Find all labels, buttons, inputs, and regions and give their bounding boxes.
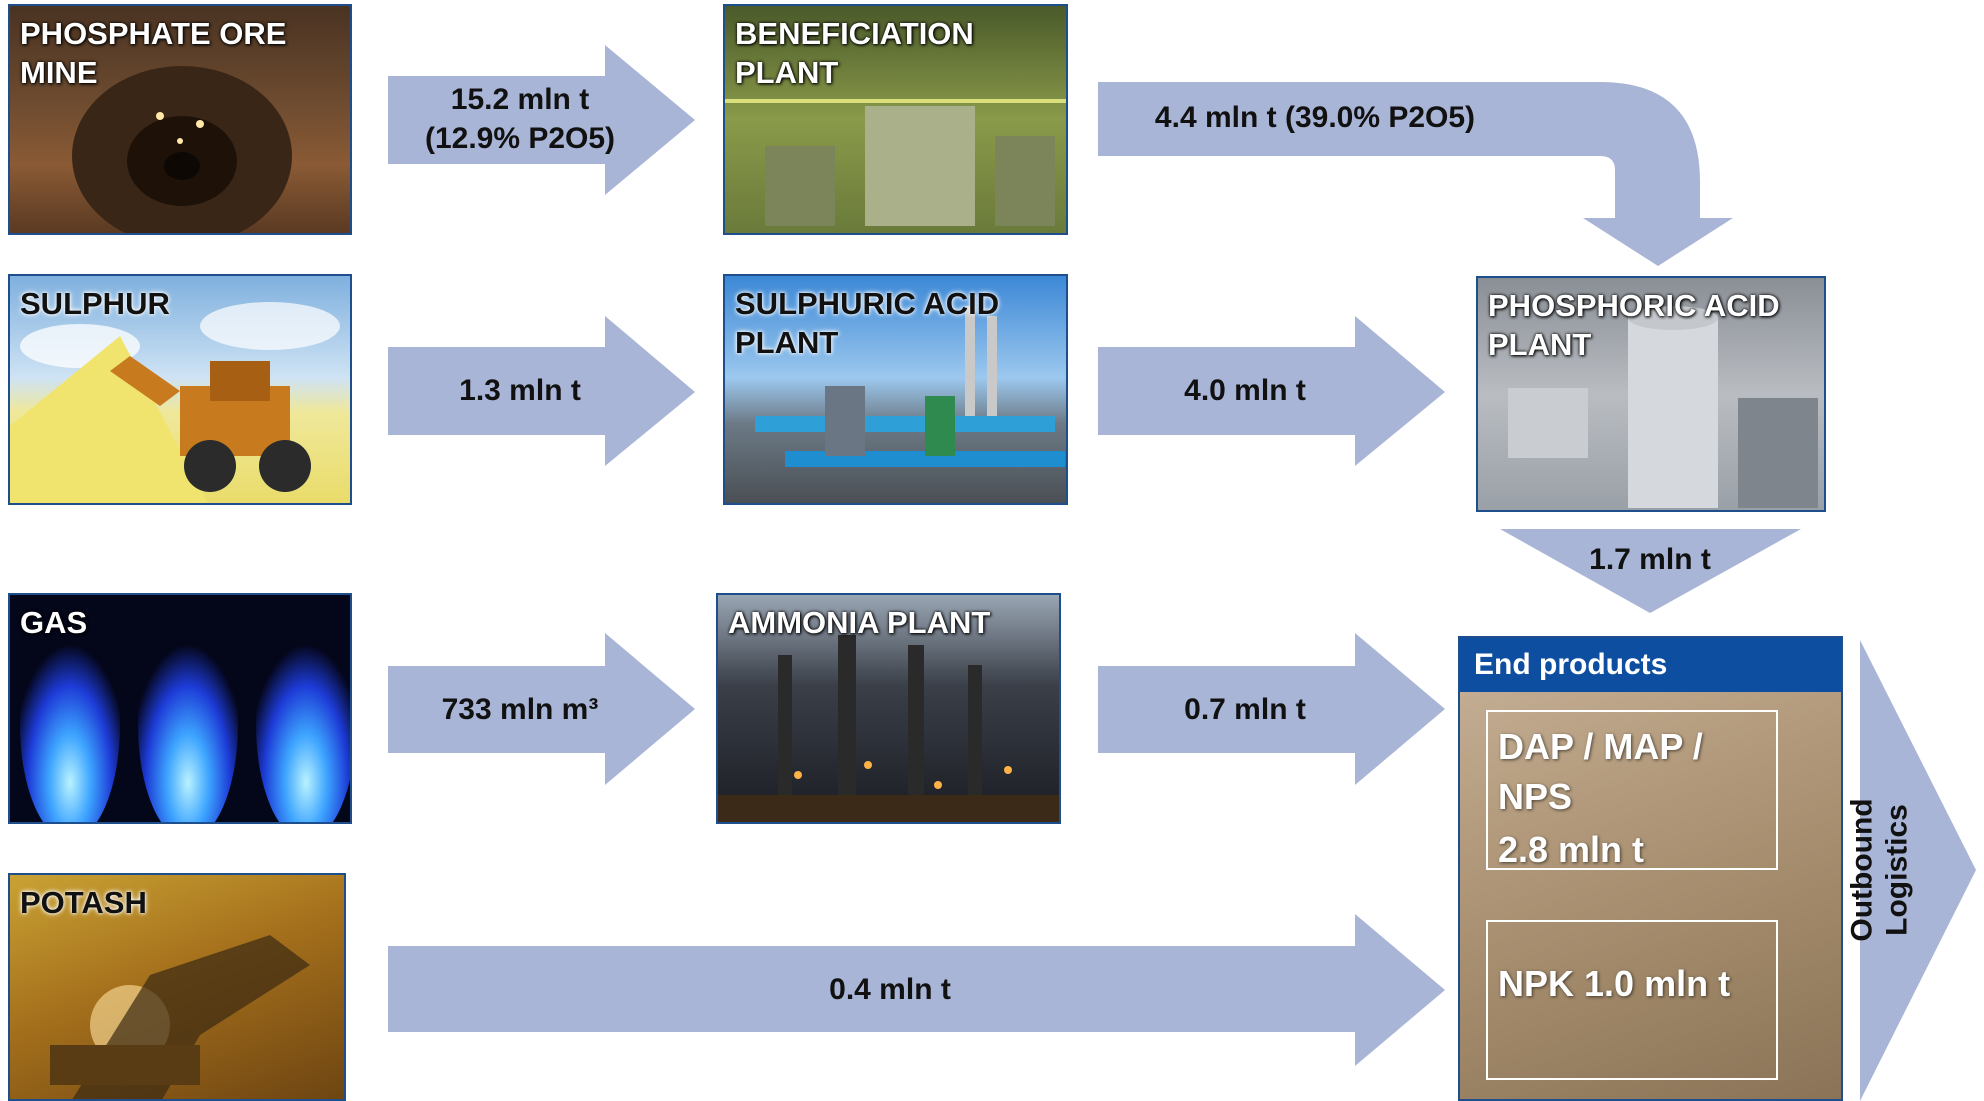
beneficiation-plant-box: BENEFICIATION PLANT	[723, 4, 1068, 235]
gas-box: GAS	[8, 593, 352, 824]
phosphate-ore-mine-box: PHOSPHATE ORE MINE	[8, 4, 352, 235]
gas-label: GAS	[20, 605, 88, 640]
outbound-logistics-label: Outbound Logistics	[1845, 798, 1914, 942]
sulphur-loader-image	[10, 302, 340, 503]
flow-label-beneficiation-to-phosphoric: 4.4 mln t (39.0% P2O5)	[1154, 101, 1476, 134]
ammonia-plant-label: AMMONIA PLANT	[728, 605, 991, 640]
potash-label: POTASH	[20, 885, 147, 920]
product-dap-map-nps-name: DAP / MAP / NPS	[1498, 726, 1703, 818]
gas-flames-image	[20, 610, 350, 822]
phosphate-ore-mine-label: PHOSPHATE ORE MINE	[20, 16, 287, 91]
arrow-sulphuric-to-phosphoric	[1098, 316, 1445, 466]
mine-tunnel-image	[72, 66, 292, 233]
product-npk: NPK 1.0 mln t	[1486, 920, 1778, 1080]
product-dap-map-nps-amount: 2.8 mln t	[1498, 828, 1645, 870]
arrow-potash-to-end	[388, 914, 1445, 1066]
arrow-ore-to-beneficiation	[388, 45, 695, 195]
beneficiation-plant-image	[725, 99, 1066, 226]
arrow-ammonia-to-end	[1098, 633, 1445, 785]
arrow-phosphoric-to-end	[1500, 529, 1801, 613]
flow-label-sulphuric-to-phosphoric: 4.0 mln t	[1184, 374, 1306, 407]
arrow-sulphur-to-sulphuric	[388, 316, 695, 466]
flow-label-sulphur-to-sulphuric: 1.3 mln t	[459, 374, 581, 407]
potash-mining-image	[50, 935, 310, 1099]
flow-label-ore-to-beneficiation: 15.2 mln t (12.9% P2O5)	[424, 83, 616, 155]
end-products-title: End products	[1460, 638, 1841, 692]
arrow-beneficiation-to-phosphoric	[1098, 82, 1733, 266]
flow-label-phosphoric-to-end: 1.7 mln t	[1589, 543, 1711, 576]
phosphoric-acid-plant-image	[1508, 306, 1818, 508]
product-npk-name: NPK	[1498, 963, 1575, 1004]
potash-box: POTASH	[8, 873, 346, 1101]
flow-label-ammonia-to-end: 0.7 mln t	[1184, 693, 1306, 726]
sulphuric-acid-plant-image	[755, 306, 1065, 467]
beneficiation-plant-label: BENEFICIATION PLANT	[735, 16, 974, 91]
ammonia-plant-box: AMMONIA PLANT	[716, 593, 1061, 824]
flow-label-gas-to-ammonia: 733 mln m³	[441, 693, 599, 726]
phosphoric-acid-plant-label: PHOSPHORIC ACID PLANT	[1488, 288, 1780, 363]
product-dap-map-nps: DAP / MAP / NPS 2.8 mln t	[1486, 710, 1778, 870]
phosphoric-acid-plant-box: PHOSPHORIC ACID PLANT	[1476, 276, 1826, 512]
sulphuric-acid-plant-box: SULPHURIC ACID PLANT	[723, 274, 1068, 505]
sulphur-box: SULPHUR	[8, 274, 352, 505]
product-npk-amount: 1.0 mln t	[1584, 963, 1731, 1004]
sulphur-label: SULPHUR	[20, 286, 170, 321]
arrow-gas-to-ammonia	[388, 633, 695, 785]
end-products-panel: End products DAP / MAP / NPS 2.8 mln t N…	[1458, 636, 1843, 1101]
arrow-outbound-logistics	[1860, 640, 1976, 1101]
sulphuric-acid-plant-label: SULPHURIC ACID PLANT	[735, 286, 1000, 361]
ammonia-plant-image	[718, 635, 1059, 822]
flow-label-potash-to-end: 0.4 mln t	[829, 973, 951, 1006]
